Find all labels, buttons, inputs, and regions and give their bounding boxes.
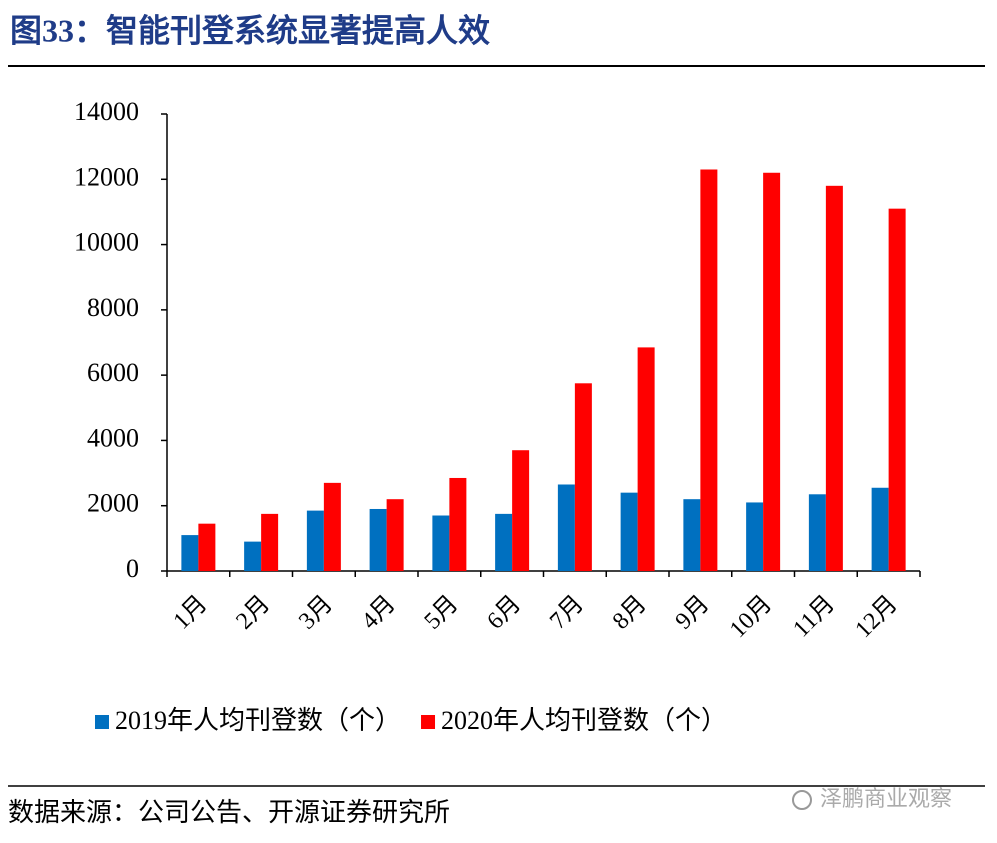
legend-label: 2020年人均刊登数（个）	[441, 706, 727, 735]
legend-label: 2019年人均刊登数（个）	[115, 706, 401, 735]
bar	[808, 494, 826, 571]
bar	[198, 523, 216, 571]
x-tick-label: 2月	[231, 591, 275, 635]
bar	[306, 510, 324, 571]
bar	[825, 185, 843, 572]
bar	[763, 172, 781, 571]
legend-swatch	[421, 715, 436, 729]
legend-swatch	[95, 715, 109, 729]
y-tick-label: 2000	[87, 489, 139, 518]
x-tick-label: 9月	[671, 591, 715, 635]
bar	[386, 499, 404, 571]
y-tick-label: 8000	[87, 293, 139, 322]
bar	[369, 508, 387, 571]
x-tick-label: 7月	[545, 591, 589, 635]
x-tick-label: 8月	[608, 591, 652, 635]
bar	[449, 477, 467, 571]
watermark: 泽鹏商业观察	[820, 787, 952, 812]
bar	[261, 513, 279, 571]
x-tick-label: 11月	[788, 591, 840, 643]
bar	[512, 450, 530, 571]
y-tick-label: 0	[126, 554, 139, 583]
y-tick-label: 10000	[74, 228, 139, 257]
bar	[888, 208, 906, 571]
x-tick-label: 4月	[357, 591, 401, 635]
bar	[432, 515, 450, 571]
x-tick-label: 3月	[294, 591, 338, 635]
x-tick-label: 12月	[850, 591, 902, 643]
bar	[620, 492, 638, 571]
bar	[683, 499, 701, 571]
x-tick-label: 5月	[420, 591, 464, 635]
bar	[871, 487, 889, 571]
y-tick-label: 6000	[87, 358, 139, 387]
bar	[181, 535, 199, 571]
x-tick-label: 1月	[169, 591, 213, 635]
y-tick-label: 12000	[74, 162, 139, 191]
source: 数据来源：公司公告、开源证券研究所	[8, 798, 450, 827]
bar	[557, 484, 575, 571]
y-tick-label: 14000	[74, 97, 139, 126]
bar	[495, 513, 513, 571]
bar	[700, 169, 718, 571]
bar	[574, 383, 592, 571]
bar	[244, 541, 262, 571]
bar	[637, 347, 655, 571]
bar	[323, 482, 341, 571]
x-tick-label: 6月	[482, 591, 526, 635]
bar	[746, 502, 764, 571]
y-tick-label: 4000	[87, 423, 139, 452]
chart-title: 图33：智能刊登系统显著提高人效	[10, 12, 490, 48]
x-tick-label: 10月	[725, 591, 777, 643]
watermark-icon	[792, 790, 812, 810]
